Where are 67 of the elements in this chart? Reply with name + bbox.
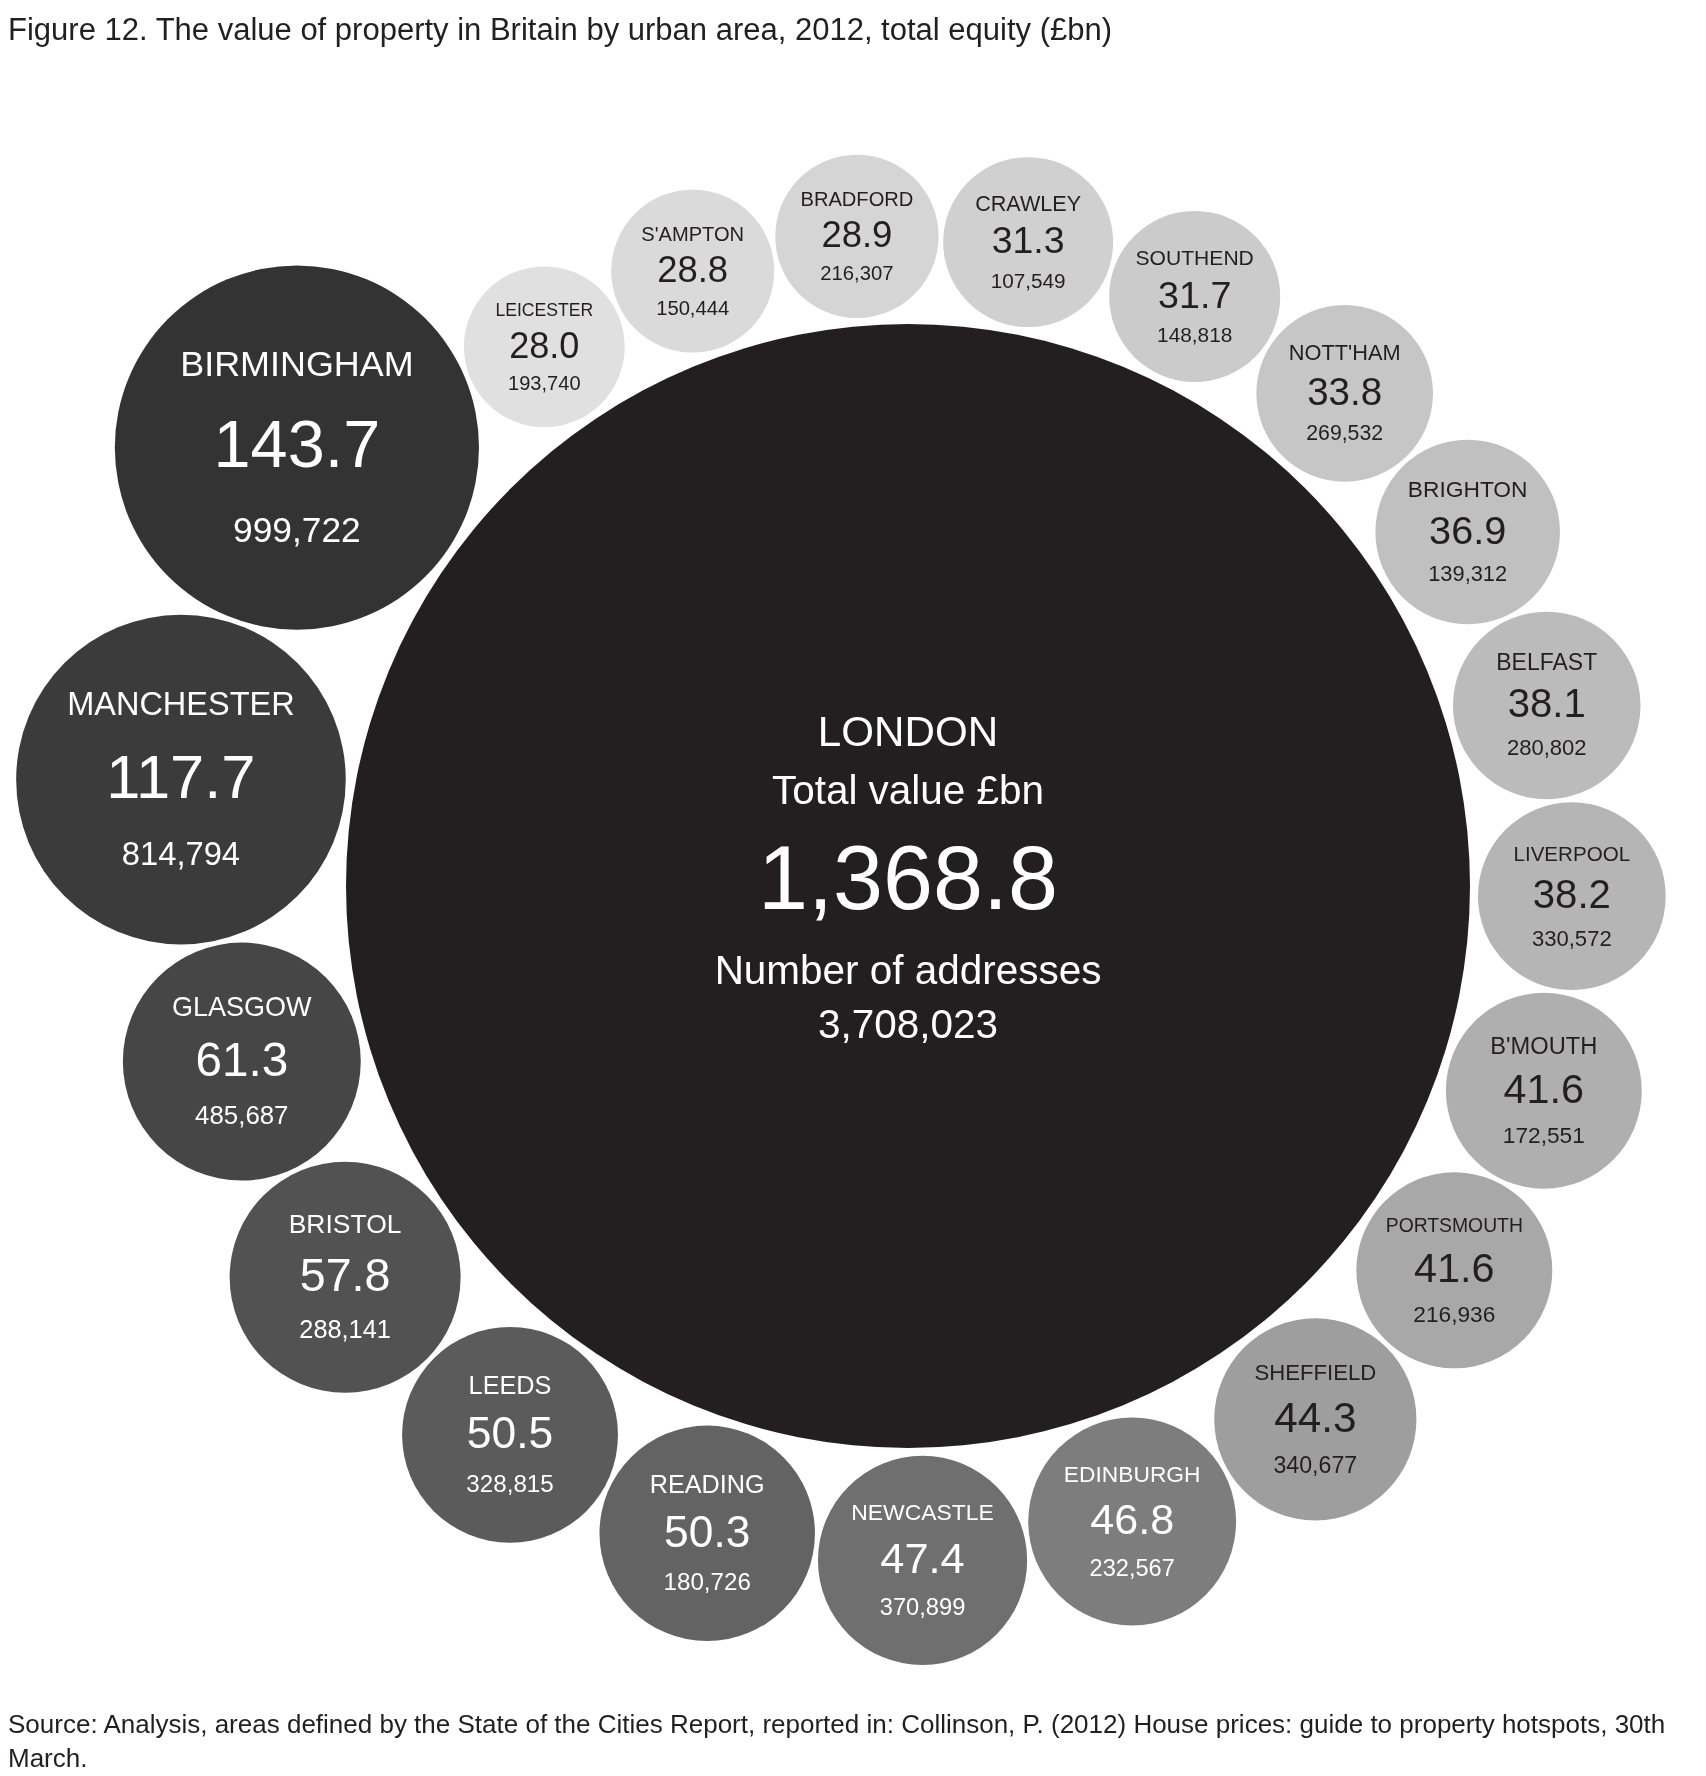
category-label: PORTSMOUTH — [1385, 1214, 1523, 1236]
text: 216,307 — [820, 262, 894, 285]
category-label: BRIGHTON — [1407, 476, 1528, 503]
text: 139,312 — [1428, 560, 1508, 586]
category-label: LEICESTER — [495, 299, 594, 320]
data-label: 31.7 — [1158, 273, 1232, 316]
category-label: EDINBURGH — [1063, 1460, 1201, 1487]
data-label: 50.3 — [664, 1506, 751, 1556]
category-label: S'AMPTON — [641, 222, 745, 245]
category-label: MANCHESTER — [67, 685, 295, 722]
category-label: READING — [649, 1469, 765, 1498]
text: 172,551 — [1502, 1121, 1585, 1148]
series-label: Total value £bn — [771, 767, 1045, 814]
data-label: 143.7 — [213, 406, 381, 481]
text: 150,444 — [656, 296, 730, 319]
text: 814,794 — [121, 835, 241, 873]
data-label: 28.8 — [657, 248, 729, 290]
category-label: BIRMINGHAM — [180, 343, 414, 385]
data-label: 33.8 — [1307, 370, 1383, 414]
text: 269,532 — [1306, 421, 1384, 446]
text: 180,726 — [663, 1568, 751, 1596]
data-label: 47.4 — [880, 1534, 965, 1583]
category-label: BRISTOL — [288, 1209, 402, 1240]
text: Figure 12. The value of property in Britain by urban area, 2012, total equity (£bn) — [8, 11, 1114, 48]
category-label: LONDON — [817, 707, 999, 755]
data-label: 31.3 — [991, 219, 1065, 262]
text: Number of addresses — [714, 947, 1102, 994]
data-label: 117.7 — [106, 741, 256, 811]
data-label: 41.6 — [1503, 1065, 1585, 1112]
category-label: NEWCASTLE — [851, 1499, 994, 1526]
category-label: LIVERPOOL — [1513, 841, 1631, 865]
text: 148,818 — [1157, 323, 1233, 347]
category-label: GLASGOW — [172, 991, 313, 1022]
text: 330,572 — [1531, 925, 1612, 951]
data-label: 28.0 — [509, 324, 580, 366]
source-note: Source: Analysis, areas defined by the State of the Cities Report, reported in: Collinson, P. (2012) House prices: guide to property hotspots, 30th March. — [8, 1708, 1667, 1775]
category-label: SHEFFIELD — [1254, 1360, 1377, 1386]
text: 328,815 — [466, 1469, 554, 1497]
category-label: BRADFORD — [800, 187, 914, 210]
category-label: BELFAST — [1496, 649, 1598, 676]
data-label: 61.3 — [195, 1032, 289, 1086]
text: 280,802 — [1506, 735, 1587, 761]
category-label: SOUTHEND — [1135, 245, 1254, 269]
text: 999,722 — [233, 510, 361, 550]
data-label: 36.9 — [1429, 508, 1507, 553]
text: 3,708,023 — [818, 1000, 998, 1047]
category-label: B'MOUTH — [1490, 1032, 1598, 1059]
text: 288,141 — [299, 1315, 391, 1344]
category-label: LEEDS — [468, 1371, 552, 1400]
data-label: 38.1 — [1507, 681, 1586, 727]
text: 107,549 — [990, 268, 1066, 292]
text: 370,899 — [879, 1594, 966, 1621]
data-label: 38.2 — [1532, 871, 1611, 917]
category-label: NOTT'HAM — [1288, 340, 1401, 366]
text: 485,687 — [195, 1101, 289, 1130]
text: 193,740 — [508, 371, 581, 394]
data-label: 57.8 — [299, 1248, 391, 1301]
category-label: CRAWLEY — [975, 190, 1082, 216]
data-label: 28.9 — [821, 214, 893, 256]
data-label: 1,368.8 — [758, 827, 1058, 928]
text: 232,567 — [1089, 1555, 1175, 1582]
data-label: 46.8 — [1090, 1495, 1175, 1544]
data-label: 50.5 — [466, 1408, 554, 1458]
text: 216,936 — [1413, 1301, 1496, 1328]
text: 340,677 — [1273, 1451, 1358, 1478]
data-label: 41.6 — [1414, 1245, 1495, 1292]
data-label: 44.3 — [1274, 1393, 1357, 1441]
